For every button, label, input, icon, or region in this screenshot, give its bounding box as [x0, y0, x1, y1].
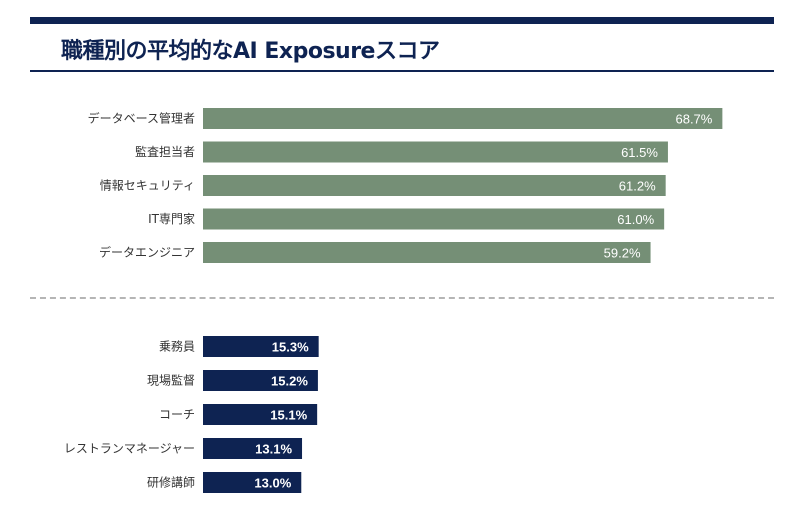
bar	[203, 336, 319, 357]
title-underline	[30, 70, 774, 72]
bar	[203, 370, 318, 391]
value-label: 15.2%	[271, 374, 308, 389]
bar	[203, 208, 665, 230]
bar	[203, 242, 651, 263]
value-label: 13.1%	[255, 442, 292, 457]
value-label: 61.0%	[617, 212, 654, 227]
value-label: 59.2%	[604, 246, 641, 261]
category-label: 乗務員	[159, 340, 195, 354]
header-accent-bar	[30, 17, 774, 24]
bar-group-top: データベース管理者 68.7% 監査担当者 61.5% 情報セキュリティ 61.2% IT専…	[88, 108, 723, 263]
category-label: レストランマネージャー	[64, 442, 195, 456]
section-divider	[30, 297, 774, 299]
page-title: 職種別の平均的なAI Exposureスコア	[61, 39, 440, 64]
bar	[203, 108, 723, 129]
bar	[203, 438, 303, 459]
value-label: 61.2%	[619, 179, 656, 194]
value-label: 61.5%	[621, 145, 658, 160]
category-label: 情報セキュリティ	[100, 179, 195, 193]
bar-group-bottom: 乗務員 15.3% 現場監督 15.2% コーチ 15.1% レストランマネージャー 13.1…	[64, 336, 319, 493]
bar	[203, 404, 318, 425]
value-label: 13.0%	[254, 476, 291, 491]
value-label: 68.7%	[675, 112, 712, 127]
category-label: IT専門家	[148, 211, 195, 226]
category-label: 研修講師	[147, 475, 195, 490]
category-label: データベース管理者	[88, 111, 195, 126]
category-label: データエンジニア	[99, 245, 195, 260]
category-label: 現場監督	[147, 373, 195, 388]
bar	[203, 141, 668, 163]
value-label: 15.1%	[270, 408, 307, 423]
value-label: 15.3%	[272, 340, 309, 355]
category-label: 監査担当者	[135, 144, 195, 159]
category-label: コーチ	[159, 408, 195, 422]
bar	[203, 472, 302, 493]
bar	[203, 175, 666, 196]
